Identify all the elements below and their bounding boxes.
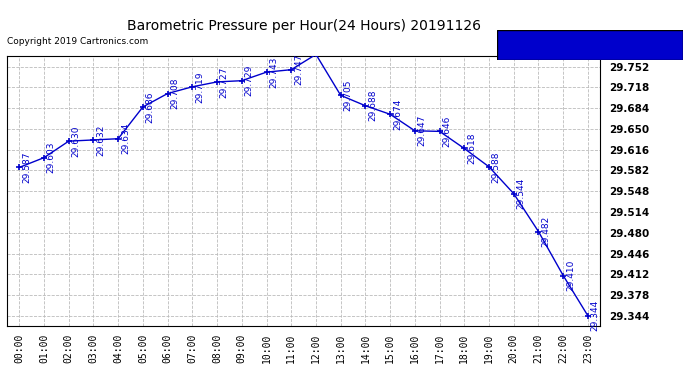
Text: 29.482: 29.482 xyxy=(541,216,550,247)
Text: 29.747: 29.747 xyxy=(294,54,303,86)
Text: Pressure  (Inches/Hg): Pressure (Inches/Hg) xyxy=(538,40,649,50)
Text: Barometric Pressure per Hour(24 Hours) 20191126: Barometric Pressure per Hour(24 Hours) 2… xyxy=(126,19,481,33)
FancyBboxPatch shape xyxy=(497,30,683,60)
Text: 29.603: 29.603 xyxy=(47,142,56,173)
Text: 29.688: 29.688 xyxy=(368,90,377,122)
Text: 29.727: 29.727 xyxy=(220,66,229,98)
Text: 29.587: 29.587 xyxy=(22,152,31,183)
Text: 29.686: 29.686 xyxy=(146,91,155,123)
Text: 29.634: 29.634 xyxy=(121,123,130,154)
Text: 29.630: 29.630 xyxy=(72,125,81,157)
Text: 29.705: 29.705 xyxy=(344,80,353,111)
Text: 29.674: 29.674 xyxy=(393,99,402,130)
Text: 29.772: 29.772 xyxy=(0,374,1,375)
Text: 29.618: 29.618 xyxy=(467,133,476,164)
Text: 29.708: 29.708 xyxy=(170,78,179,109)
Text: 29.719: 29.719 xyxy=(195,71,204,102)
Text: 29.588: 29.588 xyxy=(492,151,501,183)
Text: 29.647: 29.647 xyxy=(417,115,426,147)
Text: 29.344: 29.344 xyxy=(591,300,600,332)
Text: 29.410: 29.410 xyxy=(566,260,575,291)
Text: 29.544: 29.544 xyxy=(517,178,526,209)
Text: 29.743: 29.743 xyxy=(269,57,278,88)
Text: Copyright 2019 Cartronics.com: Copyright 2019 Cartronics.com xyxy=(7,38,148,46)
Text: 29.646: 29.646 xyxy=(442,116,451,147)
Text: 29.729: 29.729 xyxy=(244,65,253,96)
Text: 29.632: 29.632 xyxy=(96,124,105,156)
